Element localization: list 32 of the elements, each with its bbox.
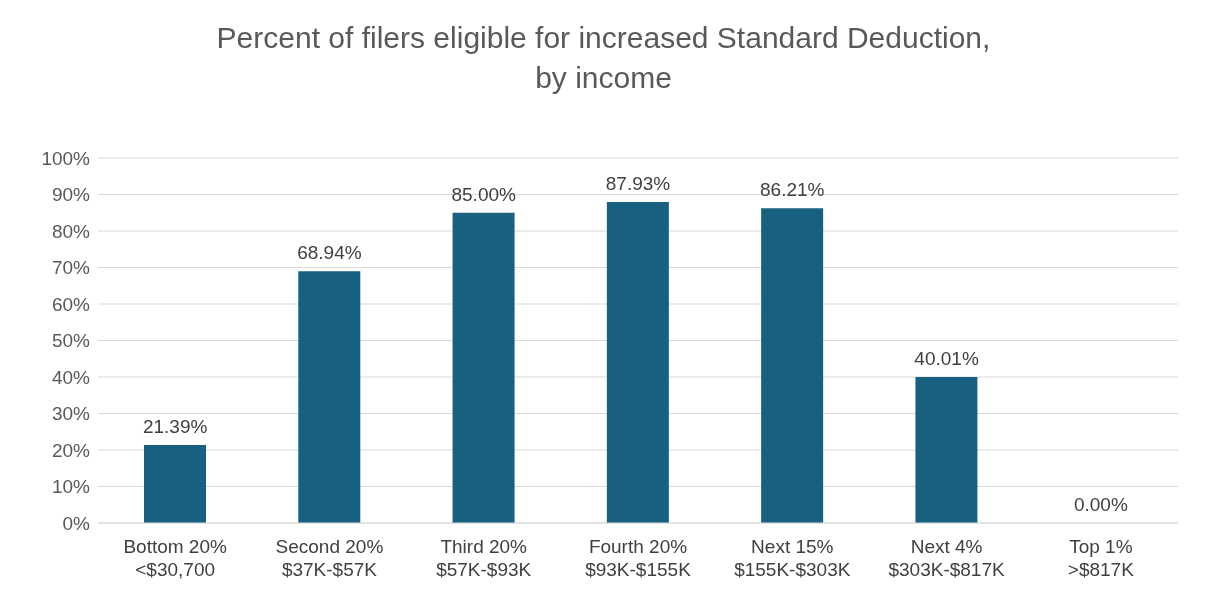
bar <box>915 376 978 523</box>
data-label: 40.01% <box>914 347 979 369</box>
y-tick-label: 100% <box>41 147 91 169</box>
bar <box>761 208 824 523</box>
bar <box>452 212 515 523</box>
x-tick-label: Third 20% $57K-$93K <box>436 536 532 580</box>
y-tick-label: 0% <box>62 512 91 534</box>
data-label: 87.93% <box>605 173 671 195</box>
x-tick-label: Second 20% $37K-$57K <box>275 536 384 580</box>
y-tick-label: 10% <box>51 476 91 498</box>
data-label: 86.21% <box>760 179 825 201</box>
y-tick-label: 30% <box>51 403 91 425</box>
y-tick-label: 60% <box>51 293 91 315</box>
bar <box>606 202 669 523</box>
bar <box>298 271 361 523</box>
y-tick-label: 40% <box>51 366 91 388</box>
x-tick-label: Top 1% >$817K <box>1067 536 1135 580</box>
x-tick-label: Bottom 20% <$30,700 <box>123 536 227 580</box>
data-label: 85.00% <box>451 183 517 205</box>
x-tick-label: Next 15% $155K-$303K <box>734 536 851 580</box>
data-label: 21.39% <box>142 415 208 437</box>
x-tick-label: Next 4% $303K-$817K <box>888 536 1005 580</box>
data-label: 0.00% <box>1073 494 1128 515</box>
bar <box>144 444 206 523</box>
data-label: 68.94% <box>297 242 362 264</box>
y-tick-label: 80% <box>51 220 91 242</box>
chart-title: Percent of filers eligible for increased Standard Deduction, by income <box>215 20 992 96</box>
y-tick-label: 50% <box>51 330 91 352</box>
y-tick-label: 90% <box>51 184 91 206</box>
y-tick-label: 70% <box>51 257 91 279</box>
y-tick-label: 20% <box>51 439 91 461</box>
x-tick-label: Fourth 20% $93K-$155K <box>585 536 692 580</box>
